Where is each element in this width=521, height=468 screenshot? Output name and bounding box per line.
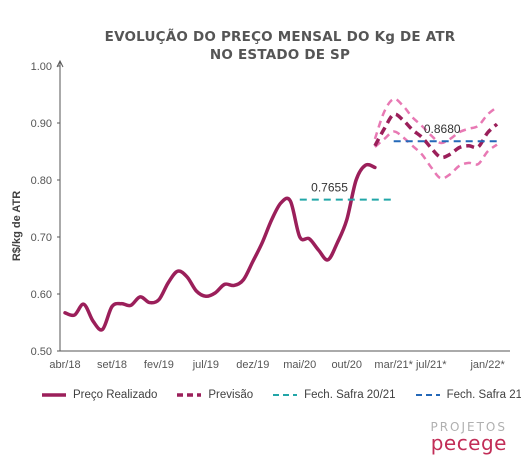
annotation-safra-2021: 0.7655 (311, 181, 348, 195)
y-tick-label: 0.80 (31, 175, 52, 187)
x-tick-label: dez/19 (236, 359, 269, 371)
y-tick-label: 0.60 (31, 289, 52, 301)
series-line-previsao-intervalo-superior (373, 97, 498, 145)
legend-label: Preço Realizado (73, 389, 158, 401)
y-tick-label: 0.50 (31, 346, 52, 358)
x-axis-ticks: abr/18 set/18 fev/19 jul/19 dez/19 mai/20 out/… (49, 359, 505, 371)
x-tick-label: jan/22* (469, 359, 505, 371)
pecege-logo: PROJETOS pecege (430, 420, 507, 455)
series-lines (63, 97, 499, 332)
y-tick-label: 1.00 (31, 61, 52, 73)
x-tick-label: jul/19 (192, 359, 219, 371)
chart-title-line2: NO ESTADO DE SP (209, 47, 351, 63)
legend-label: Previsão (208, 389, 254, 401)
annotation-safra-2122: 0.8680 (424, 122, 461, 136)
x-tick-label: abr/18 (49, 359, 80, 371)
legend-swatch-solid (42, 393, 66, 397)
x-tick-label: fev/19 (144, 359, 174, 371)
legend-label: Fech. Safra 20/21 (304, 389, 396, 401)
legend-swatch-dashed (177, 393, 202, 397)
logo-top-text: PROJETOS (430, 420, 507, 434)
legend-swatch-teal (273, 394, 298, 396)
y-axis-ticks: 0.50 0.60 0.70 0.80 0.90 1.00 (31, 61, 60, 358)
x-tick-label: jul/21* (415, 359, 447, 371)
series-line-preco-realizado (63, 162, 377, 332)
legend-label: Fech. Safra 21/22 (446, 389, 521, 401)
chart-axes (56, 59, 510, 352)
legend-item-preco-realizado: Preço Realizado (40, 389, 157, 401)
legend-item-previsao: Previsão (175, 389, 253, 401)
x-tick-label: out/20 (331, 359, 362, 371)
y-tick-label: 0.70 (31, 232, 52, 244)
x-tick-label: mar/21* (374, 359, 413, 371)
annotations: 0.7655 0.8680 (311, 122, 461, 194)
series-line-previsao (373, 112, 499, 160)
y-tick-label: 0.90 (31, 118, 52, 130)
chart-title: EVOLUÇÃO DO PREÇO MENSAL DO Kg DE ATR NO… (60, 28, 500, 64)
chart-legend: Preço Realizado Previsão Fech. Safra 20/… (40, 386, 521, 404)
legend-swatch-blue (415, 394, 440, 396)
logo-main-text: pecege (430, 431, 507, 455)
x-tick-label: set/18 (97, 359, 127, 371)
y-axis-label: R$/kg de ATR (11, 191, 23, 261)
legend-item-safra-2122: Fech. Safra 21/22 (414, 389, 521, 401)
y-axis-arrow (56, 59, 64, 68)
legend-item-safra-2021: Fech. Safra 20/21 (271, 389, 396, 401)
x-tick-label: mai/20 (283, 359, 316, 371)
series-line-previsao-intervalo-inferior (374, 130, 498, 180)
chart-title-line1: EVOLUÇÃO DO PREÇO MENSAL DO Kg DE ATR (104, 29, 456, 45)
